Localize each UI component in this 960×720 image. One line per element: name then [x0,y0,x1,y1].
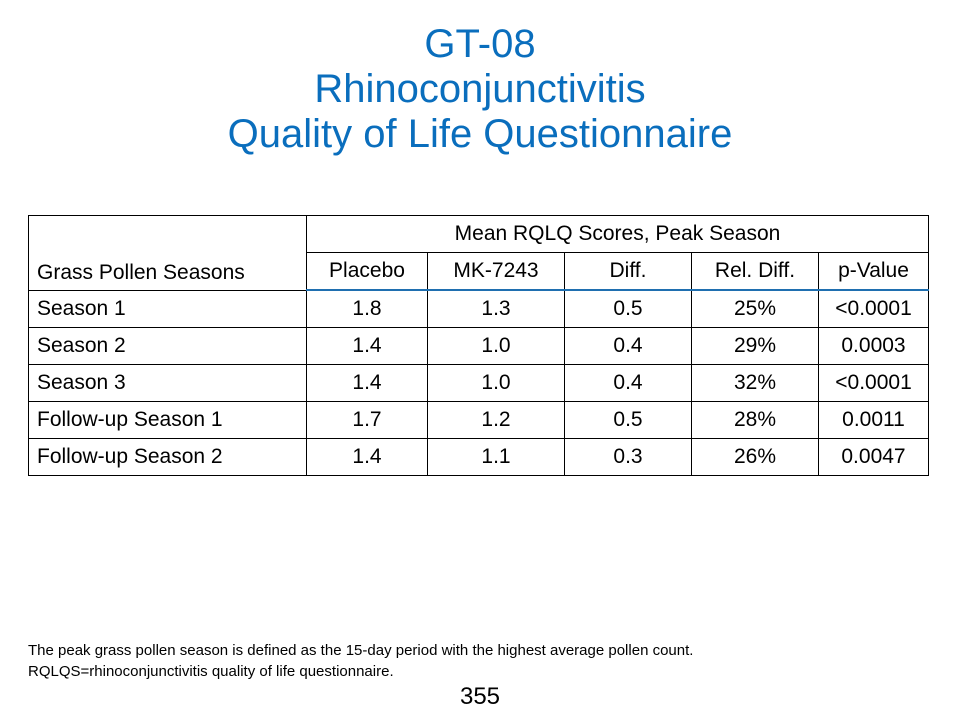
page-number: 355 [459,683,501,710]
row-label: Season 1 [28,289,307,328]
cell-mk7243: 1.3 [427,289,565,328]
column-header-mk7243: MK-7243 [427,252,565,291]
column-header-placebo: Placebo [306,252,428,291]
row-header-cell: Grass Pollen Seasons [28,215,307,291]
slide-title: GT-08 Rhinoconjunctivitis Quality of Lif… [0,22,960,157]
row-label: Follow-up Season 1 [28,401,307,439]
cell-p-value: <0.0001 [818,289,929,328]
cell-diff: 0.3 [564,438,692,476]
footnote-line-2: RQLQS=rhinoconjunctivitis quality of lif… [28,663,394,680]
cell-placebo: 1.4 [306,438,428,476]
footnote-line-1: The peak grass pollen season is defined … [28,642,694,659]
cell-rel-diff: 32% [691,364,819,402]
cell-p-value: 0.0003 [818,327,929,365]
table-row: Season 2 1.4 1.0 0.4 29% 0.0003 [28,327,929,365]
table-row: Follow-up Season 2 1.4 1.1 0.3 26% 0.004… [28,438,929,476]
cell-rel-diff: 25% [691,289,819,328]
cell-placebo: 1.7 [306,401,428,439]
cell-rel-diff: 28% [691,401,819,439]
cell-p-value: 0.0011 [818,401,929,439]
cell-rel-diff: 26% [691,438,819,476]
cell-placebo: 1.4 [306,364,428,402]
column-header-rel-diff: Rel. Diff. [691,252,819,291]
cell-diff: 0.5 [564,401,692,439]
row-label: Season 3 [28,364,307,402]
title-line-1: GT-08 [424,22,536,66]
title-line-2: Rhinoconjunctivitis [314,67,646,111]
cell-diff: 0.4 [564,327,692,365]
table-row: Season 3 1.4 1.0 0.4 32% <0.0001 [28,364,929,402]
table-row: Follow-up Season 1 1.7 1.2 0.5 28% 0.001… [28,401,929,439]
cell-p-value: 0.0047 [818,438,929,476]
results-table-container: Grass Pollen Seasons Mean RQLQ Scores, P… [28,215,929,476]
cell-placebo: 1.8 [306,289,428,328]
cell-rel-diff: 29% [691,327,819,365]
row-label: Season 2 [28,327,307,365]
cell-placebo: 1.4 [306,327,428,365]
column-header-diff: Diff. [564,252,692,291]
footnote: The peak grass pollen season is defined … [28,640,693,682]
title-line-3: Quality of Life Questionnaire [227,112,733,156]
cell-p-value: <0.0001 [818,364,929,402]
cell-mk7243: 1.1 [427,438,565,476]
cell-diff: 0.5 [564,289,692,328]
column-header-p-value: p-Value [818,252,929,291]
cell-mk7243: 1.2 [427,401,565,439]
table-row: Season 1 1.8 1.3 0.5 25% <0.0001 [28,289,929,328]
group-header-cell: Mean RQLQ Scores, Peak Season [306,215,929,253]
cell-mk7243: 1.0 [427,327,565,365]
row-label: Follow-up Season 2 [28,438,307,476]
results-table: Grass Pollen Seasons Mean RQLQ Scores, P… [28,215,929,476]
cell-mk7243: 1.0 [427,364,565,402]
cell-diff: 0.4 [564,364,692,402]
